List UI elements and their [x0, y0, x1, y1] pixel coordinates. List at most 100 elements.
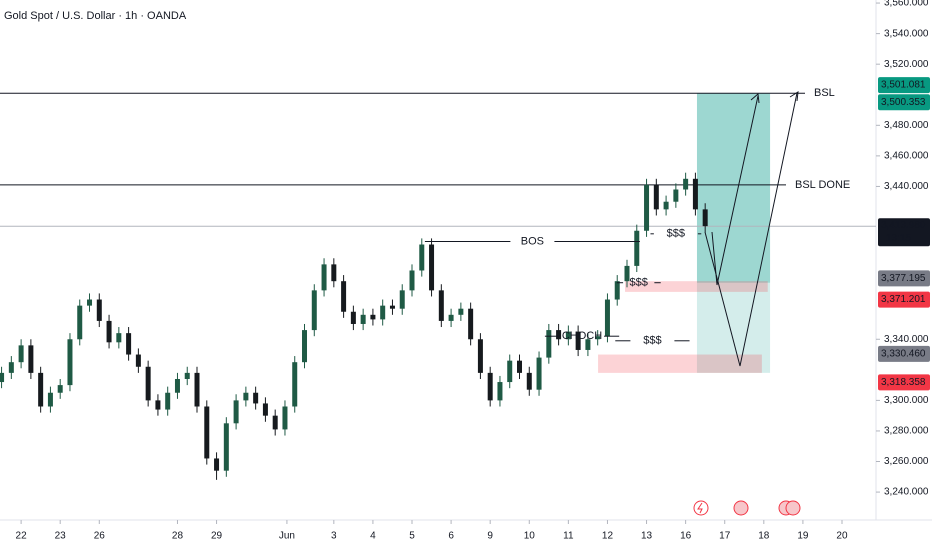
level-label: BSL — [814, 87, 835, 99]
candle-body — [0, 372, 5, 383]
price-label-box — [878, 270, 930, 287]
candle-body — [438, 290, 444, 321]
candle-body — [272, 415, 278, 430]
x-tick-label: 10 — [524, 531, 536, 542]
candle-body — [292, 362, 298, 407]
candle-body — [604, 299, 610, 337]
y-tick-label: 3,520.000 — [884, 59, 929, 70]
candle-body — [389, 305, 395, 309]
candle-body — [87, 299, 93, 306]
candle-body — [429, 244, 435, 291]
x-tick-label: 13 — [641, 531, 653, 542]
x-tick-label: 16 — [680, 531, 692, 542]
candle-body — [341, 281, 347, 312]
zone — [696, 282, 771, 373]
candle-body — [546, 330, 552, 358]
candle-body — [174, 378, 180, 393]
y-tick-label: 3,540.000 — [884, 28, 929, 39]
candle-body — [692, 178, 698, 210]
candle-body — [614, 281, 620, 300]
x-tick-label: 19 — [797, 531, 809, 542]
price-label: 3,501.081 — [881, 80, 926, 91]
x-tick-label: 17 — [719, 531, 731, 542]
candle-body — [497, 382, 503, 401]
event-icon — [785, 500, 801, 516]
y-tick-label: 3,260.000 — [884, 456, 929, 467]
y-tick-label: 3,440.000 — [884, 181, 929, 192]
candle-body — [253, 392, 259, 404]
candle-body — [47, 392, 53, 407]
candle-body — [126, 333, 132, 355]
candle-body — [536, 357, 542, 390]
candle-body — [331, 264, 337, 282]
x-tick-label: 4 — [370, 531, 376, 542]
segment-label: CHOCH — [562, 330, 602, 342]
candle-body — [663, 201, 669, 210]
level-label: BSL DONE — [795, 179, 850, 191]
candle-body — [116, 333, 122, 343]
price-label: 3,330.460 — [881, 348, 926, 359]
candle-body — [624, 265, 630, 282]
candle-body — [458, 308, 464, 315]
candle-body — [399, 290, 405, 309]
price-label: 3,371.201 — [881, 294, 926, 305]
x-tick-label: 11 — [563, 531, 574, 542]
candle-body — [634, 230, 640, 266]
segment-label: $$$ — [630, 277, 648, 289]
candle-body — [468, 308, 474, 340]
candle-body — [233, 400, 239, 424]
projection-arrows — [704, 91, 799, 367]
x-tick-label: 28 — [172, 531, 184, 542]
candle-body — [575, 331, 581, 350]
y-tick-label: 3,340.000 — [884, 334, 929, 345]
candle-body — [595, 336, 601, 340]
y-tick-label: 3,300.000 — [884, 395, 929, 406]
current-price-label: 3,413.980 — [881, 220, 926, 231]
candle-body — [8, 362, 14, 373]
x-tick-label: 3 — [331, 531, 337, 542]
candle-body — [135, 354, 141, 367]
segment-label: $$$ — [643, 335, 661, 347]
candle-body — [38, 372, 44, 407]
candle-body — [565, 331, 571, 340]
x-tick-label: 18 — [758, 531, 770, 542]
candle-body — [644, 184, 650, 231]
candle-body — [477, 339, 483, 373]
candle-body — [585, 339, 591, 350]
x-tick-label: 26 — [94, 531, 106, 542]
candle-body — [18, 345, 24, 363]
candle-body — [683, 178, 689, 190]
price-label-box — [878, 77, 930, 94]
y-tick-label: 3,240.000 — [884, 487, 929, 498]
price-label-box — [878, 374, 930, 391]
candle-body — [517, 360, 523, 373]
y-tick-label: 3,560.000 — [884, 0, 929, 9]
x-tick-label: 12 — [602, 531, 614, 542]
candle-body — [702, 209, 708, 227]
candle-body — [507, 360, 513, 383]
candle-body — [311, 290, 317, 331]
arrow-head — [789, 91, 799, 102]
zone — [696, 93, 771, 283]
candle-body — [57, 385, 63, 393]
x-tick-label: 22 — [16, 531, 28, 542]
x-tick-label: 23 — [55, 531, 67, 542]
candle-body — [145, 366, 151, 401]
candle-body — [673, 189, 679, 202]
candle-body — [419, 244, 425, 271]
price-label-box — [878, 345, 930, 362]
candle-body — [243, 392, 249, 401]
candle-body — [106, 320, 112, 343]
price-label-box — [878, 94, 930, 111]
candle-body — [526, 372, 532, 390]
candle-body — [556, 330, 562, 340]
candle-body — [184, 372, 190, 379]
candle-body — [409, 270, 415, 291]
candle-body — [165, 392, 171, 410]
price-label-box — [878, 291, 930, 308]
x-tick-label: Jun — [279, 531, 295, 542]
candle-body — [302, 330, 308, 363]
event-icon — [693, 500, 709, 516]
x-tick-label: 20 — [836, 531, 848, 542]
